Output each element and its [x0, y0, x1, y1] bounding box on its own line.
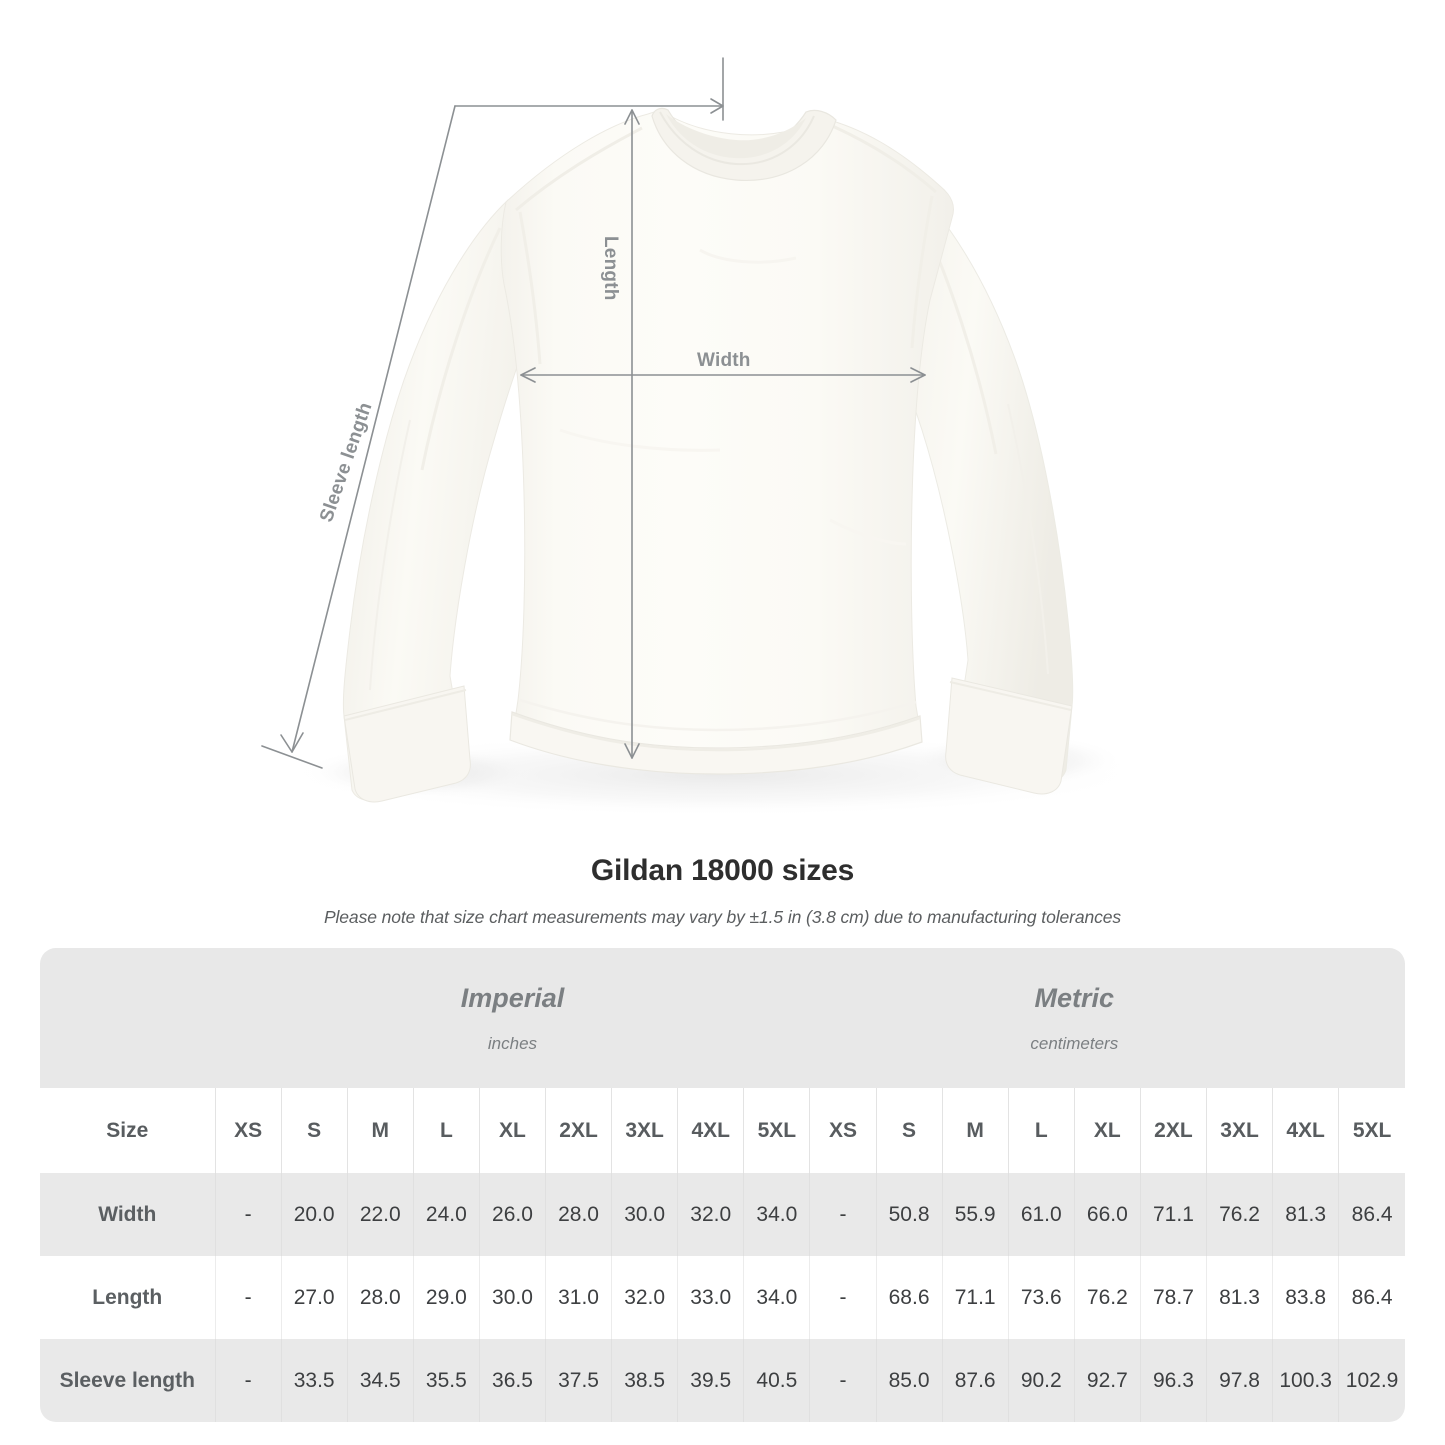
cell-metric-width-2xl: 71.1 [1139, 1173, 1207, 1256]
cell-metric-length-5xl: 86.4 [1338, 1256, 1405, 1339]
cell-imperial-length-m: 28.0 [346, 1256, 414, 1339]
cell-imperial-width-l: 24.0 [412, 1173, 480, 1256]
page-title: Gildan 18000 sizes [590, 854, 855, 887]
cell-metric-width-xs: - [809, 1173, 877, 1256]
cell-metric-width-xl: 66.0 [1073, 1173, 1141, 1256]
cell-imperial-length-5xl: 34.0 [743, 1256, 810, 1339]
size-header-metric-l: L [1007, 1088, 1075, 1173]
size-column-header: Size [40, 1088, 216, 1173]
size-header-metric-xl: XL [1073, 1088, 1141, 1173]
table-row: Width -20.0 22.0 24.0 26.0 28.0 30.0 32.0 34.0-5… [40, 1173, 1405, 1256]
size-header-imperial-2xl: 2XL [544, 1088, 612, 1173]
cell-imperial-sleeve-length-xl: 36.5 [478, 1339, 546, 1422]
cell-metric-width-5xl: 86.4 [1338, 1173, 1405, 1256]
size-header-imperial-3xl: 3XL [611, 1088, 678, 1173]
cell-metric-sleeve-length-l: 90.2 [1007, 1339, 1075, 1422]
cell-metric-length-s: 68.6 [875, 1256, 943, 1339]
cell-imperial-sleeve-length-s: 33.5 [280, 1339, 348, 1422]
cell-metric-sleeve-length-m: 87.6 [941, 1339, 1009, 1422]
row-label-width: Width [40, 1173, 216, 1256]
imperial-unit-name: Imperial [460, 982, 565, 1013]
cell-imperial-length-xs: - [214, 1256, 282, 1339]
size-header-metric-2xl: 2XL [1139, 1088, 1207, 1173]
cell-imperial-length-2xl: 31.0 [544, 1256, 612, 1339]
metric-unit-sub: centimeters [1030, 1033, 1119, 1053]
size-header-metric-4xl: 4XL [1272, 1088, 1339, 1173]
cell-metric-width-l: 61.0 [1007, 1173, 1075, 1256]
sweatshirt-illustration [290, 107, 1150, 817]
cell-metric-sleeve-length-xs: - [809, 1339, 877, 1422]
size-header-metric-m: M [941, 1088, 1009, 1173]
measurement-lines [261, 57, 926, 769]
metric-unit-header: Metric centimeters [809, 948, 1339, 1088]
size-header-imperial-xs: XS [214, 1088, 282, 1173]
cell-metric-width-4xl: 81.3 [1272, 1173, 1339, 1256]
size-header-imperial-l: L [412, 1088, 480, 1173]
table-row: Length -27.0 28.0 29.0 30.0 31.0 32.0 33.0 34.0-… [40, 1256, 1405, 1339]
size-header-metric-5xl: 5XL [1338, 1088, 1405, 1173]
cell-imperial-width-xs: - [214, 1173, 282, 1256]
cell-metric-width-s: 50.8 [875, 1173, 943, 1256]
cell-imperial-sleeve-length-4xl: 39.5 [677, 1339, 744, 1422]
cell-imperial-sleeve-length-2xl: 37.5 [544, 1339, 612, 1422]
cell-imperial-length-xl: 30.0 [478, 1256, 546, 1339]
cell-metric-length-3xl: 81.3 [1205, 1256, 1273, 1339]
unit-banner-left-spacer [40, 948, 216, 1088]
imperial-unit-sub: inches [487, 1033, 538, 1053]
cell-metric-sleeve-length-4xl: 100.3 [1272, 1339, 1339, 1422]
cell-imperial-width-3xl: 30.0 [611, 1173, 678, 1256]
cell-metric-length-m: 71.1 [941, 1256, 1009, 1339]
cell-imperial-length-l: 29.0 [412, 1256, 480, 1339]
size-header-metric-s: S [875, 1088, 943, 1173]
title-block: Gildan 18000 sizes Please note that size… [0, 838, 1445, 948]
size-header-metric-3xl: 3XL [1205, 1088, 1273, 1173]
size-header-imperial-m: M [346, 1088, 414, 1173]
cell-metric-sleeve-length-2xl: 96.3 [1139, 1339, 1207, 1422]
cell-imperial-sleeve-length-5xl: 40.5 [743, 1339, 810, 1422]
cell-imperial-width-2xl: 28.0 [544, 1173, 612, 1256]
size-header-imperial-s: S [280, 1088, 348, 1173]
cell-imperial-width-m: 22.0 [346, 1173, 414, 1256]
cell-metric-sleeve-length-5xl: 102.9 [1338, 1339, 1405, 1422]
cell-imperial-sleeve-length-m: 34.5 [346, 1339, 414, 1422]
product-diagram: Length Width Sleeve length [261, 57, 1150, 817]
cell-metric-sleeve-length-s: 85.0 [875, 1339, 943, 1422]
size-chart-table-wrapper: Imperial inches Metric centimeters Size X… [40, 948, 1405, 1422]
row-label-length: Length [40, 1256, 216, 1339]
unit-banner-row: Imperial inches Metric centimeters [40, 948, 1405, 1088]
cell-metric-length-xs: - [809, 1256, 877, 1339]
cell-metric-width-3xl: 76.2 [1205, 1173, 1273, 1256]
cell-imperial-sleeve-length-l: 35.5 [412, 1339, 480, 1422]
cell-imperial-sleeve-length-xs: - [214, 1339, 282, 1422]
cell-imperial-sleeve-length-3xl: 38.5 [611, 1339, 678, 1422]
cell-metric-length-4xl: 83.8 [1272, 1256, 1339, 1339]
size-header-imperial-5xl: 5XL [743, 1088, 810, 1173]
unit-banner-right-spacer [1338, 948, 1405, 1088]
table-row: Sleeve length -33.5 34.5 35.5 36.5 37.5 38.5 39… [40, 1339, 1405, 1422]
cell-imperial-width-4xl: 32.0 [677, 1173, 744, 1256]
length-dimension-label: Length [600, 236, 621, 301]
cell-imperial-width-xl: 26.0 [478, 1173, 546, 1256]
size-header-imperial-4xl: 4XL [677, 1088, 744, 1173]
cell-metric-length-xl: 76.2 [1073, 1256, 1141, 1339]
tolerance-note: Please note that size chart measurements… [323, 907, 1122, 927]
cell-imperial-length-3xl: 32.0 [611, 1256, 678, 1339]
cell-imperial-length-s: 27.0 [280, 1256, 348, 1339]
cell-metric-length-2xl: 78.7 [1139, 1256, 1207, 1339]
metric-unit-name: Metric [1034, 982, 1115, 1013]
cell-metric-width-m: 55.9 [941, 1173, 1009, 1256]
cell-metric-sleeve-length-3xl: 97.8 [1205, 1339, 1273, 1422]
size-chart-table: Imperial inches Metric centimeters Size X… [40, 948, 1405, 1422]
imperial-unit-header: Imperial inches [215, 948, 810, 1088]
cell-metric-sleeve-length-xl: 92.7 [1073, 1339, 1141, 1422]
size-header-imperial-xl: XL [478, 1088, 546, 1173]
size-header-metric-xs: XS [809, 1088, 877, 1173]
size-header-row: Size XS S M L XL 2XL 3XL 4XL 5XL XS S M L XL 2XL 3XL 4XL 5… [40, 1088, 1405, 1173]
cell-imperial-width-5xl: 34.0 [743, 1173, 810, 1256]
row-label-sleeve-length: Sleeve length [40, 1339, 216, 1422]
cell-imperial-width-s: 20.0 [280, 1173, 348, 1256]
cell-metric-length-l: 73.6 [1007, 1256, 1075, 1339]
cell-imperial-length-4xl: 33.0 [677, 1256, 744, 1339]
width-dimension-label: Width [697, 350, 751, 371]
